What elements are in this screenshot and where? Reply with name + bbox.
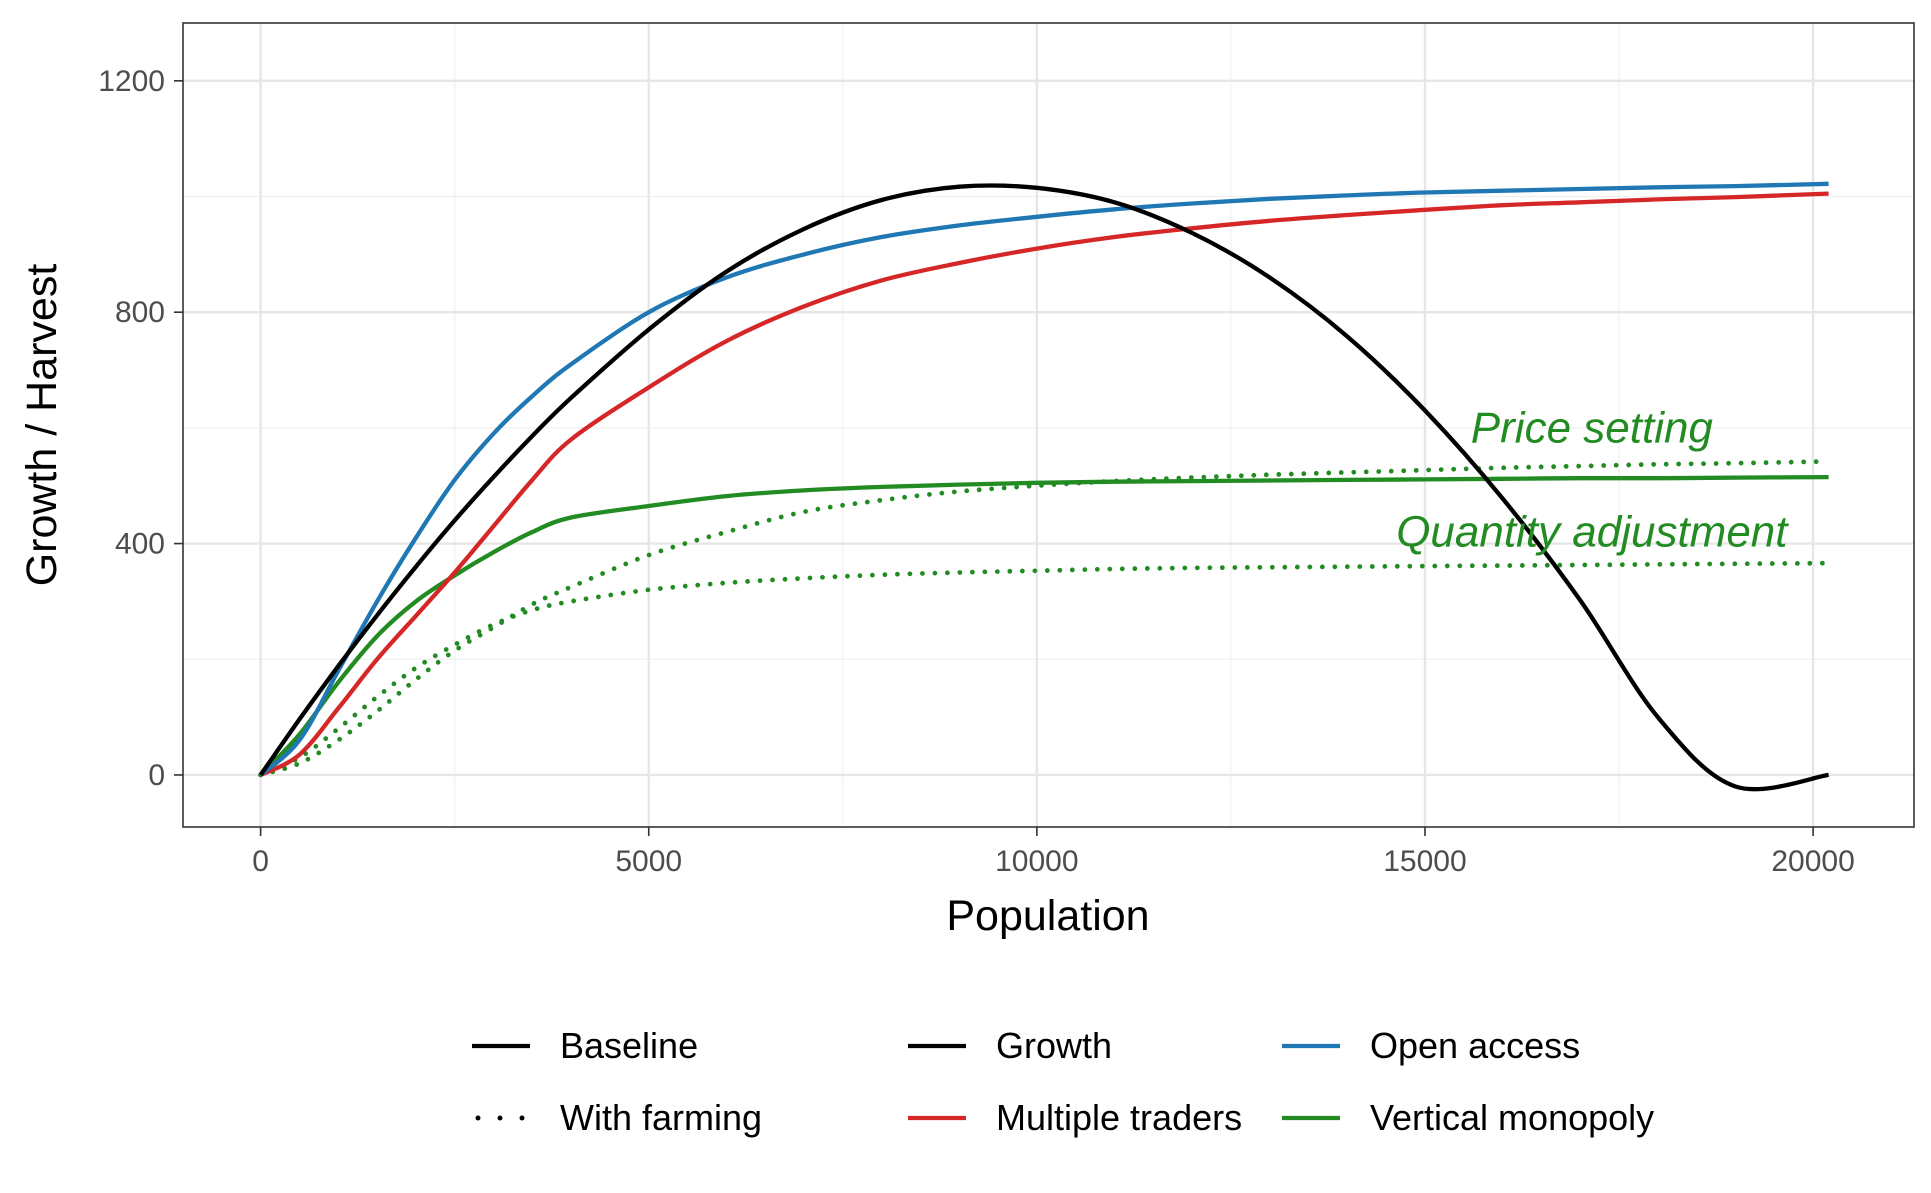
y-tick-label: 800 (115, 296, 165, 329)
y-tick-label: 1200 (98, 65, 165, 98)
grid-lines (183, 23, 1914, 827)
plot-panel (183, 23, 1914, 827)
series-line-vertical-monopoly (259, 474, 1829, 777)
legend-label: Growth (996, 1025, 1112, 1066)
legend: Baseline With farming Growth Multiple trade… (472, 1025, 1654, 1138)
legend-label: Baseline (560, 1025, 698, 1066)
axes: 0 5000 10000 15000 20000 0 400 800 1200 (98, 65, 1855, 878)
series-line-price-setting (258, 459, 1831, 778)
legend-label: With farming (560, 1097, 762, 1138)
y-tick-label: 400 (115, 528, 165, 561)
annotations: Price setting Quantity adjustment (1396, 403, 1789, 556)
annotation-label: Price setting (1471, 403, 1714, 452)
series-lines (258, 181, 1831, 792)
x-tick-label: 20000 (1771, 845, 1854, 878)
annotation-label: Quantity adjustment (1396, 507, 1789, 556)
y-axis-title: Growth / Harvest (18, 264, 66, 587)
x-axis-title: Population (946, 892, 1149, 940)
x-tick-label: 0 (252, 845, 269, 878)
series-line-growth (258, 183, 1829, 792)
x-tick-label: 5000 (615, 845, 682, 878)
series-line-quantity-adjustment (258, 560, 1831, 778)
series-line-open-access (259, 181, 1829, 777)
legend-label: Vertical monopoly (1370, 1097, 1654, 1138)
y-tick-label: 0 (148, 759, 165, 792)
legend-label: Open access (1370, 1025, 1580, 1066)
series-line-multiple-traders (259, 191, 1829, 777)
x-tick-label: 10000 (995, 845, 1078, 878)
legend-label: Multiple traders (996, 1097, 1242, 1138)
plot-border (182, 22, 1915, 828)
x-tick-label: 15000 (1383, 845, 1466, 878)
